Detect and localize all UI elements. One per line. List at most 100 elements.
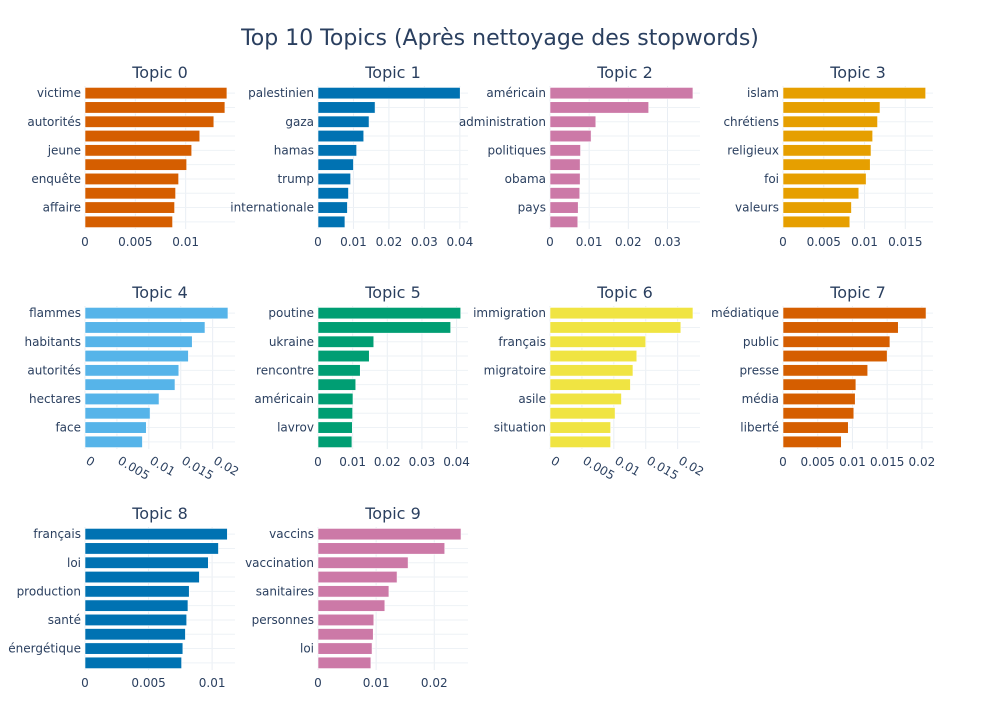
x-tick-label: 0	[84, 453, 98, 469]
bar	[317, 364, 361, 377]
bar	[549, 158, 581, 171]
bar	[549, 335, 647, 348]
subplot-topic-6: Topic 6 immigration français migratoire asil…	[473, 283, 706, 483]
bar	[317, 101, 376, 114]
x-tick-label: 0	[314, 455, 322, 469]
bar	[84, 321, 206, 334]
chart-title: Top 10 Topics (Après nettoyage des stopw…	[241, 26, 759, 51]
bar	[549, 421, 611, 434]
x-tick-label: 0.02	[421, 676, 448, 690]
bar	[84, 144, 193, 157]
bar	[782, 101, 881, 114]
category-label: liberté	[740, 421, 779, 435]
bar	[84, 378, 176, 391]
category-label: énergétique	[8, 642, 81, 656]
x-tick-label: 0.01	[172, 235, 199, 249]
bar	[782, 378, 857, 391]
bar	[549, 101, 649, 114]
category-label: hamas	[274, 143, 314, 157]
subplot-topic-0: Topic 0 victime autorités jeune enquête affai…	[27, 63, 235, 249]
x-tick-label: 0.03	[409, 455, 436, 469]
category-label: trump	[277, 172, 314, 186]
bar	[84, 613, 187, 626]
x-tick-label: 0	[81, 676, 89, 690]
bar	[84, 421, 147, 434]
category-label: hectares	[29, 392, 81, 406]
bar	[317, 421, 353, 434]
bar	[317, 656, 372, 669]
bar	[782, 392, 856, 405]
bar	[84, 642, 184, 655]
x-tick-label: 0.005	[115, 453, 152, 482]
bar	[317, 158, 354, 171]
category-label: sanitaires	[256, 584, 314, 598]
category-label: enquête	[31, 172, 81, 186]
x-tick-label: 0	[779, 455, 787, 469]
bar	[317, 307, 462, 320]
x-tick-label: 0.02	[374, 455, 401, 469]
category-label: français	[498, 335, 546, 349]
x-tick-label: 0.03	[411, 235, 438, 249]
bar	[549, 130, 592, 143]
bar	[84, 215, 173, 228]
category-label: santé	[48, 613, 81, 627]
bar	[317, 628, 374, 641]
bar	[84, 528, 228, 541]
bar	[317, 571, 398, 584]
subplot-topic-7: Topic 7 médiatique public presse média libert…	[711, 283, 935, 469]
category-label: lavrov	[277, 421, 314, 435]
bar	[782, 307, 927, 320]
bar	[317, 87, 461, 100]
bar	[782, 87, 926, 100]
bar	[317, 642, 373, 655]
category-label: loi	[67, 556, 81, 570]
bar	[782, 364, 869, 377]
category-label: islam	[747, 86, 779, 100]
x-tick-label: 0	[314, 676, 322, 690]
bar	[549, 307, 694, 320]
category-label: public	[743, 335, 779, 349]
x-tick-label: 0.005	[131, 676, 165, 690]
bar	[782, 115, 878, 128]
category-label: palestinien	[248, 86, 314, 100]
x-tick-label: 0.03	[654, 235, 681, 249]
bar	[84, 571, 200, 584]
bar	[317, 201, 348, 214]
category-label: situation	[494, 421, 546, 435]
x-tick-label: 0.015	[888, 235, 922, 249]
category-label: victime	[37, 86, 81, 100]
x-tick-label: 0.005	[801, 455, 835, 469]
category-label: loi	[300, 642, 314, 656]
bar	[549, 215, 579, 228]
x-tick-label: 0	[314, 235, 322, 249]
bar	[782, 172, 867, 185]
subplot-title: Topic 8	[131, 504, 188, 523]
bar	[549, 172, 581, 185]
category-label: français	[33, 527, 81, 541]
subplot-topic-8: Topic 8 français loi production santé énergét…	[8, 504, 235, 690]
category-label: rencontre	[256, 363, 314, 377]
category-label: presse	[739, 363, 779, 377]
bar	[549, 187, 581, 200]
subplot-topic-5: Topic 5 poutine ukraine rencontre américain l…	[254, 283, 470, 469]
category-label: flammes	[29, 306, 81, 320]
bar	[549, 87, 694, 100]
subplot-title: Topic 2	[596, 63, 653, 82]
category-label: poutine	[268, 306, 314, 320]
x-tick-label: 0.01	[339, 455, 366, 469]
bar	[317, 130, 365, 143]
bar	[84, 101, 226, 114]
x-tick-label: 0.015	[644, 453, 681, 482]
subplot-title: Topic 9	[364, 504, 421, 523]
bar	[84, 364, 180, 377]
x-tick-label: 0.02	[909, 455, 936, 469]
x-tick-label: 0.01	[199, 676, 226, 690]
x-tick-label: 0	[779, 235, 787, 249]
bar	[782, 158, 871, 171]
bar	[782, 335, 891, 348]
category-label: chrétiens	[723, 115, 779, 129]
category-label: jeune	[47, 143, 81, 157]
bar	[84, 628, 186, 641]
bar	[84, 350, 189, 363]
